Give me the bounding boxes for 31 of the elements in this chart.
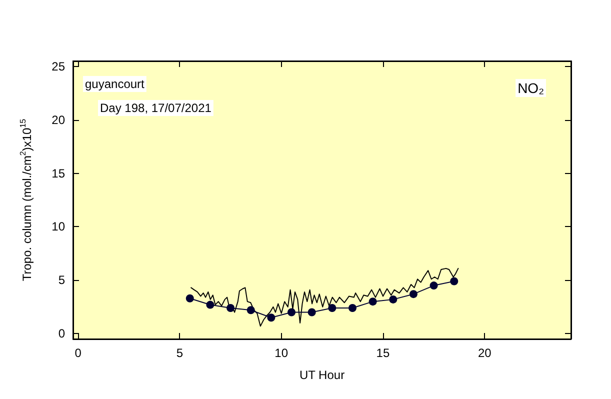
y-tick-label: 25 — [52, 59, 66, 74]
point — [206, 300, 214, 309]
point — [368, 298, 377, 306]
point — [409, 290, 418, 298]
point — [226, 304, 235, 312]
point — [288, 308, 296, 316]
point — [328, 304, 336, 312]
x-tick-label: 0 — [74, 346, 82, 360]
point — [186, 294, 194, 302]
y-tick-label: 5 — [58, 273, 66, 288]
y-tick-label: 0 — [58, 326, 66, 341]
point — [430, 282, 438, 290]
annotation: Day 198, 17/07/2021 — [100, 101, 212, 115]
annotation: guyancourt — [85, 77, 146, 91]
x-tick-label: 10 — [274, 346, 288, 360]
annotation: NO₂ — [518, 80, 544, 96]
x-tick-label: 15 — [376, 346, 390, 360]
point — [389, 295, 398, 304]
point — [246, 306, 255, 314]
y-tick-label: 10 — [52, 220, 66, 234]
x-axis-title: UT Hour — [299, 368, 345, 382]
y-axis-title: Tropo. column (mol./cm2)x1015 — [18, 118, 34, 282]
point — [308, 308, 316, 316]
line-series — [190, 268, 459, 327]
y-tick-label: 20 — [52, 112, 66, 127]
x-tick-label: 5 — [176, 346, 184, 360]
point — [267, 314, 276, 322]
point — [450, 277, 458, 286]
x-tick-label: 20 — [478, 346, 492, 360]
point — [348, 304, 356, 312]
y-tick-label: 15 — [52, 166, 66, 180]
